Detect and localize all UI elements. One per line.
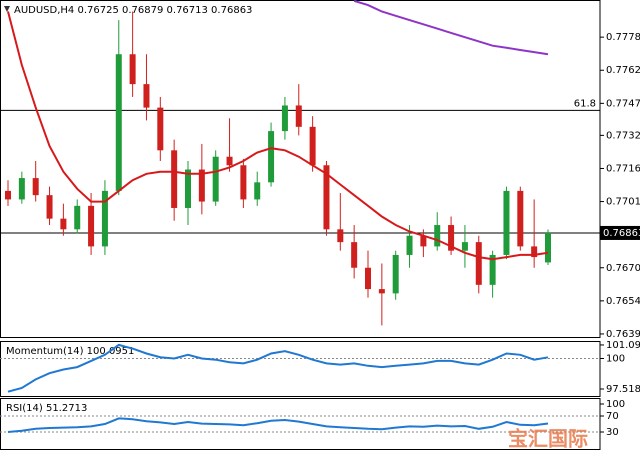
candle-body bbox=[337, 229, 344, 243]
price-box-label: 0.76863 bbox=[603, 228, 640, 239]
candle-body bbox=[74, 205, 81, 230]
candle-body bbox=[475, 242, 482, 285]
moving-average bbox=[353, 0, 549, 56]
candle-body bbox=[143, 84, 150, 108]
candle-body bbox=[503, 190, 510, 255]
candle-body bbox=[365, 267, 371, 290]
candle-body bbox=[115, 54, 122, 191]
candle-body bbox=[32, 178, 39, 196]
panel-title: AUDUSD,H4 0.76725 0.76879 0.76713 0.7686… bbox=[14, 5, 252, 16]
candle-body bbox=[378, 289, 385, 294]
candle-body bbox=[129, 54, 136, 85]
candle-body bbox=[226, 156, 233, 166]
y-tick-label: 30 bbox=[606, 427, 619, 438]
candle-body bbox=[212, 156, 219, 202]
candle-body bbox=[101, 190, 108, 247]
moving-average bbox=[7, 11, 549, 261]
candle-body bbox=[198, 169, 205, 202]
candle-body bbox=[171, 150, 178, 208]
panel-title: Momentum(14) 100.0951 bbox=[6, 346, 134, 357]
y-tick-label: 0.77625 bbox=[606, 65, 640, 76]
candle-body bbox=[185, 169, 191, 208]
indicator-line bbox=[7, 417, 549, 433]
candle-body bbox=[60, 218, 67, 230]
panel-title: RSI(14) 51.2713 bbox=[6, 403, 87, 414]
candle-body bbox=[420, 235, 427, 247]
candle-body bbox=[517, 190, 524, 247]
indicator-line bbox=[7, 343, 549, 393]
candle-body bbox=[295, 105, 302, 127]
candle-body bbox=[351, 242, 358, 268]
candle-body bbox=[323, 165, 330, 230]
y-tick-label: 101.0989 bbox=[606, 340, 640, 351]
y-tick-label: 0.76545 bbox=[606, 296, 640, 307]
candle-body bbox=[240, 165, 247, 200]
symbol-icon bbox=[4, 6, 10, 12]
candle-body bbox=[157, 107, 164, 151]
y-tick-label: 100 bbox=[606, 399, 625, 410]
y-tick-label: 0.76390 bbox=[606, 329, 640, 340]
candle-body bbox=[392, 254, 399, 294]
y-tick-label: 100 bbox=[606, 353, 625, 364]
candle-body bbox=[545, 232, 551, 263]
panel-frame bbox=[0, 341, 601, 397]
candle-body bbox=[434, 225, 441, 247]
candle-body bbox=[5, 190, 11, 200]
candle-body bbox=[448, 225, 455, 251]
watermark: 宝汇国际 bbox=[508, 427, 588, 450]
candle-body bbox=[461, 242, 468, 251]
candle-body bbox=[489, 254, 496, 285]
price-box bbox=[600, 225, 640, 240]
fib-label: 61.8 bbox=[574, 98, 596, 109]
panel-frame bbox=[0, 0, 601, 338]
candle-body bbox=[18, 178, 25, 200]
candle-body bbox=[46, 195, 53, 219]
candle-body bbox=[281, 105, 288, 132]
candle-body bbox=[268, 131, 275, 183]
candle-body bbox=[254, 182, 261, 200]
y-tick-label: 70 bbox=[606, 411, 619, 422]
candle-body bbox=[309, 126, 316, 166]
candle-body bbox=[88, 205, 95, 247]
y-tick-label: 97.5188 bbox=[606, 384, 640, 395]
y-tick-label: 0.77165 bbox=[606, 163, 640, 174]
candle-body bbox=[531, 246, 538, 258]
candle-body bbox=[406, 235, 413, 255]
